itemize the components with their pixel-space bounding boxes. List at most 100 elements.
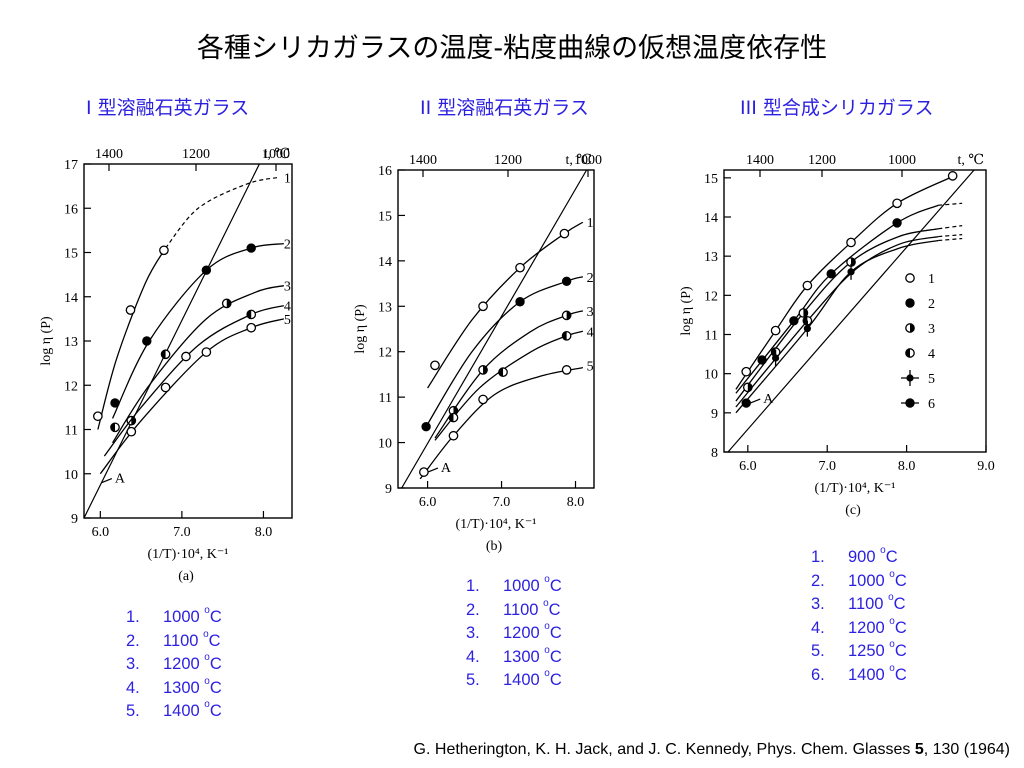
degree-sign: o [880,545,886,556]
plot-frame [723,169,987,453]
temp-list-b: 1. 1000 oC 2. 1100 oC 3. 1200 oC 4. 1300 oC 5. 14… [466,574,562,692]
data-point-errbar-dot [906,374,914,382]
list-number: 3. [466,624,480,642]
data-point-open [741,366,752,377]
temperature-unit: C [548,600,561,619]
temp-list-item: 5. 1400 oC [466,668,562,692]
chart-caption: (b) [486,539,503,554]
data-point-half-fill [247,310,252,319]
panel-c-heading: III 型合成シリカガラス [740,97,934,119]
temperature-value: 1300 [503,647,545,666]
data-point-filled [515,297,525,307]
temperature-unit: C [549,624,562,642]
data-point-half-fill [905,348,910,358]
temperature-value: 1000 [163,608,205,626]
temperature-unit: C [894,665,907,684]
y-tick-label: 13 [704,250,718,265]
data-point-filled [741,398,751,408]
y-tick-label: 13 [64,335,78,350]
data-point-filled [905,398,915,408]
x-tick-label: 8.0 [567,495,585,510]
fit-curve-dashed [165,176,280,249]
y-tick-label: 9 [385,482,392,497]
list-number: 4. [126,678,140,697]
fit-curve-dashed [938,225,963,230]
y-tick-label: 12 [704,289,718,304]
data-point-open [430,360,440,371]
annotation-label: A [763,392,774,407]
temperature-value: 1100 [848,595,889,613]
y-tick-label: 15 [704,172,718,187]
x-tick-label: 7.0 [493,495,511,510]
temp-list-item: 4. 1200 oC [811,616,907,640]
fit-curve [735,235,939,408]
top-tick-label: 1400 [409,153,437,168]
top-axis-label: t, ℃ [957,153,984,168]
y-tick-label: 11 [65,424,78,439]
data-point-open [905,273,915,283]
y-tick-label: 10 [378,437,392,452]
top-tick-label: 1400 [746,153,774,168]
fit-curve [427,221,584,389]
legend-label: 3 [928,322,935,337]
temperature-value: 900 [848,548,881,566]
data-point-filled [892,218,902,228]
data-point-errbar-dot [803,325,811,333]
data-point-filled [142,336,152,346]
list-number: 2. [811,571,825,590]
x-tick-label: 6.0 [739,459,757,474]
fit-curve-dashed [938,237,963,242]
degree-sign: o [544,574,550,585]
series-label: 2 [587,271,594,286]
data-point-open [515,262,525,273]
data-point-half-fill [483,365,488,375]
list-number: 5. [126,702,140,720]
data-point-half-fill [803,316,808,325]
data-point-half-fill [771,347,776,357]
x-tick-label: 7.0 [173,525,191,540]
fit-curve [112,285,284,444]
temperature-value: 1200 [503,624,545,642]
degree-sign: o [204,605,210,616]
list-number: 1. [126,608,140,626]
x-tick-label: 6.0 [92,525,110,540]
y-tick-label: 14 [64,291,78,306]
chart-b-figure: 6.0 7.0 8.0 9 10 11 12 13 14 15 16 1400 1200 1000 t, ℃… [348,140,650,558]
data-point-open [561,365,572,375]
y-tick-label: 14 [378,255,392,270]
temperature-unit: C [549,577,562,595]
data-point-open [846,237,856,248]
temp-list-c: 1. 900 oC 2. 1000 oC 3. 1100 oC 4. 1200 oC 5. 125… [811,545,907,686]
annotation-label: A [115,472,126,487]
list-number: 1. [811,548,825,566]
temperature-value: 1200 [848,618,890,637]
temp-list-item: 2. 1100 oC [126,629,222,653]
temp-list-item: 4. 1300 oC [126,676,222,700]
degree-sign: o [204,699,210,710]
degree-sign: o [889,568,895,580]
reference-line [401,169,588,489]
top-tick-label: 1200 [808,153,836,168]
temperature-value: 1400 [848,665,890,684]
series-label: 3 [284,280,291,295]
fit-curve [99,318,285,475]
top-tick-label: 1000 [262,147,290,162]
degree-sign: o [544,644,550,656]
data-point-errbar-dot [847,268,855,276]
fit-curve-dashed [938,234,963,238]
x-axis-label: (1/T)·10⁴, K⁻¹ [147,547,228,562]
temperature-unit: C [209,655,222,673]
legend-label: 4 [928,347,935,362]
list-number: 4. [811,618,825,637]
temperature-unit: C [894,571,907,590]
series-label: 1 [587,216,594,231]
citation-text: G. Hetherington, K. H. Jack, and J. C. K… [413,741,915,758]
y-tick-label: 12 [378,346,392,361]
temperature-value: 1200 [163,655,205,673]
temperature-unit: C [893,595,906,613]
temperature-value: 1000 [503,577,545,595]
temperature-value: 1400 [163,702,205,720]
data-point-filled [561,276,572,287]
fit-curve-dashed [938,202,963,206]
temperature-unit: C [549,647,562,666]
